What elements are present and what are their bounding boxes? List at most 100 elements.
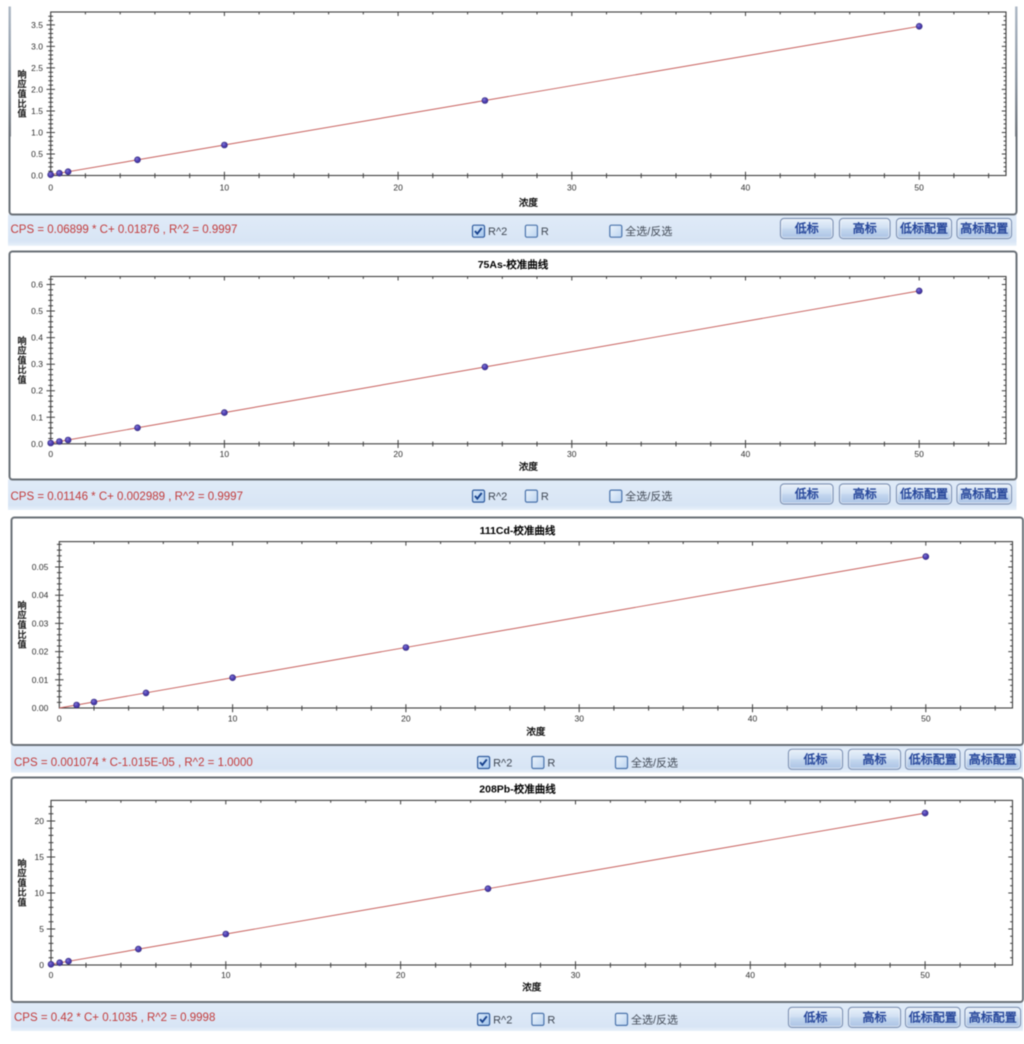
svg-text:0: 0 [48, 183, 53, 193]
svg-text:比: 比 [17, 629, 26, 640]
svg-text:75As-校准曲线: 75As-校准曲线 [478, 258, 549, 271]
svg-text:响: 响 [17, 335, 26, 346]
svg-text:CPS = 0.42 * C+ 0.1035 , R^2 =: CPS = 0.42 * C+ 0.1035 , R^2 = 0.9998 [14, 1012, 215, 1024]
svg-text:浓度: 浓度 [519, 461, 539, 473]
svg-text:50: 50 [914, 449, 924, 459]
svg-text:3.5: 3.5 [31, 20, 43, 30]
svg-text:50: 50 [914, 183, 924, 193]
svg-text:比: 比 [17, 364, 26, 375]
svg-text:R^2: R^2 [493, 1014, 512, 1026]
svg-text:值: 值 [17, 88, 26, 99]
svg-text:111Cd-校准曲线: 111Cd-校准曲线 [480, 524, 556, 537]
svg-text:20: 20 [35, 816, 45, 826]
svg-text:1.0: 1.0 [31, 127, 43, 137]
svg-text:R^2: R^2 [488, 491, 507, 503]
svg-text:低标: 低标 [802, 1010, 827, 1025]
svg-text:20: 20 [396, 970, 406, 980]
svg-text:40: 40 [746, 970, 756, 980]
svg-text:3.0: 3.0 [31, 41, 43, 51]
svg-text:0: 0 [48, 449, 53, 459]
svg-text:高标: 高标 [862, 752, 886, 767]
svg-text:40: 40 [741, 449, 751, 459]
svg-text:10: 10 [221, 970, 231, 980]
svg-text:1.5: 1.5 [31, 106, 43, 116]
svg-text:应: 应 [17, 345, 26, 356]
svg-text:15: 15 [35, 852, 45, 862]
svg-text:响: 响 [17, 857, 26, 868]
svg-text:0.3: 0.3 [31, 359, 43, 369]
svg-text:0.0: 0.0 [31, 171, 43, 181]
svg-text:值: 值 [17, 374, 26, 385]
svg-text:值: 值 [17, 108, 26, 119]
svg-text:50: 50 [921, 714, 931, 724]
svg-text:0.0: 0.0 [31, 439, 43, 449]
svg-text:低标配置: 低标配置 [908, 1010, 957, 1025]
svg-text:20: 20 [393, 183, 403, 193]
svg-text:10: 10 [220, 449, 230, 459]
svg-text:40: 40 [748, 714, 758, 724]
svg-text:比: 比 [17, 98, 26, 109]
svg-text:0: 0 [49, 970, 54, 980]
svg-text:高标: 高标 [853, 486, 877, 501]
svg-text:低标: 低标 [802, 752, 827, 767]
svg-text:R: R [547, 758, 555, 770]
svg-text:0.2: 0.2 [31, 386, 43, 396]
svg-text:值: 值 [17, 897, 26, 908]
svg-text:高标配置: 高标配置 [960, 221, 1008, 236]
svg-text:低标: 低标 [794, 221, 819, 236]
svg-text:高标配置: 高标配置 [960, 486, 1008, 501]
svg-text:0.02: 0.02 [32, 647, 49, 657]
svg-text:0: 0 [39, 960, 44, 970]
svg-text:0.1: 0.1 [31, 412, 43, 422]
svg-text:应: 应 [17, 78, 26, 89]
svg-text:0: 0 [57, 714, 62, 724]
svg-text:比: 比 [17, 887, 26, 898]
svg-text:30: 30 [567, 183, 577, 193]
svg-text:30: 30 [567, 449, 577, 459]
svg-text:浓度: 浓度 [519, 197, 539, 209]
svg-text:10: 10 [220, 183, 230, 193]
svg-text:0.6: 0.6 [31, 280, 43, 290]
svg-text:高标: 高标 [853, 221, 877, 236]
svg-text:R: R [541, 491, 549, 503]
svg-text:2.0: 2.0 [31, 84, 43, 94]
svg-text:浓度: 浓度 [526, 726, 546, 738]
svg-text:高标配置: 高标配置 [969, 752, 1017, 767]
svg-text:0.00: 0.00 [32, 703, 49, 713]
svg-text:CPS = 0.06899 * C+ 0.01876 , R: CPS = 0.06899 * C+ 0.01876 , R^2 = 0.999… [11, 224, 238, 236]
svg-text:10: 10 [228, 714, 238, 724]
svg-text:高标配置: 高标配置 [969, 1010, 1017, 1025]
svg-text:值: 值 [17, 354, 26, 365]
svg-text:5: 5 [39, 924, 44, 934]
svg-text:全选/反选: 全选/反选 [625, 489, 672, 503]
svg-text:值: 值 [17, 877, 26, 888]
svg-text:0.5: 0.5 [31, 306, 43, 316]
svg-text:全选/反选: 全选/反选 [631, 756, 678, 770]
svg-text:高标: 高标 [862, 1010, 886, 1025]
svg-text:30: 30 [574, 714, 584, 724]
svg-text:0.05: 0.05 [32, 562, 49, 572]
svg-text:0.01: 0.01 [32, 675, 49, 685]
svg-text:2.5: 2.5 [31, 63, 43, 73]
svg-text:应: 应 [17, 867, 26, 878]
svg-text:20: 20 [401, 714, 411, 724]
svg-text:应: 应 [17, 609, 26, 620]
svg-text:40: 40 [741, 183, 751, 193]
svg-text:R: R [547, 1014, 555, 1026]
svg-text:30: 30 [571, 970, 581, 980]
svg-text:0.04: 0.04 [32, 590, 49, 600]
svg-text:低标配置: 低标配置 [899, 486, 948, 501]
svg-text:低标配置: 低标配置 [908, 752, 957, 767]
svg-text:浓度: 浓度 [522, 981, 542, 993]
svg-text:CPS = 0.001074 * C-1.015E-05 ,: CPS = 0.001074 * C-1.015E-05 , R^2 = 1.0… [14, 757, 253, 769]
svg-text:低标: 低标 [794, 486, 819, 501]
svg-text:R^2: R^2 [493, 758, 512, 770]
svg-text:10: 10 [35, 888, 45, 898]
svg-text:0.5: 0.5 [31, 149, 43, 159]
svg-text:响: 响 [17, 68, 26, 79]
svg-text:值: 值 [17, 619, 26, 630]
svg-text:20: 20 [393, 449, 403, 459]
svg-text:50: 50 [920, 970, 930, 980]
svg-text:208Pb-校准曲线: 208Pb-校准曲线 [479, 783, 556, 796]
svg-text:全选/反选: 全选/反选 [625, 224, 672, 238]
